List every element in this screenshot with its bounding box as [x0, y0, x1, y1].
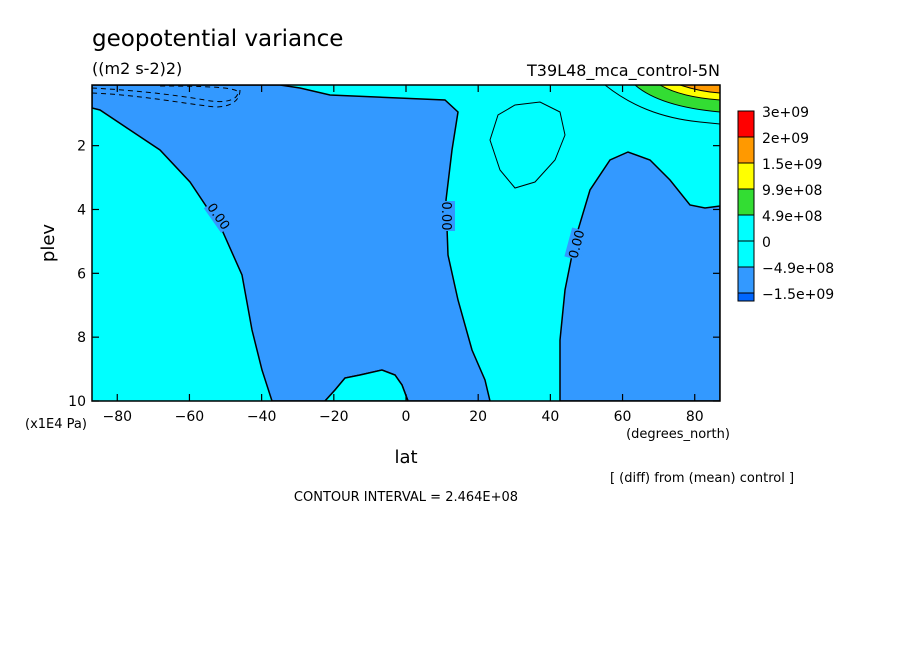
run-label: T39L48_mca_control-5N [526, 61, 720, 81]
colorbar-label: 3e+09 [762, 105, 809, 121]
x-axis-units: (degrees_north) [626, 427, 730, 442]
x-tick-label: 0 [402, 409, 411, 425]
contour-interval: CONTOUR INTERVAL = 2.464E+08 [294, 490, 518, 505]
colorbar-swatch [737, 292, 755, 302]
polar-thin-contour [604, 85, 720, 125]
contour-label-2: 0.00 [438, 202, 453, 231]
colorbar-swatch [737, 162, 755, 190]
colorbar-label: 2e+09 [762, 131, 809, 147]
chart-units: ((m2 s-2)2) [92, 59, 182, 78]
x-axis-label: lat [394, 447, 417, 468]
chart-title: geopotential variance [92, 26, 343, 52]
y-axis-label: plev [38, 224, 59, 263]
colorbar-swatch [737, 110, 755, 138]
x-tick-label: −40 [247, 409, 277, 425]
y-tick-label: 2 [77, 139, 86, 155]
polar-orange-fill [679, 85, 720, 94]
x-tick-label: 40 [541, 409, 559, 425]
colorbar-label: 1.5e+09 [762, 157, 822, 173]
y-tick-label: 10 [68, 394, 86, 410]
x-tick-label: 80 [686, 409, 704, 425]
negative-region-north [559, 151, 720, 401]
contour-label-bg-3 [564, 227, 588, 261]
contour-label-bg-1 [203, 199, 235, 233]
closed-contour-30n [489, 101, 566, 189]
x-tick-label: −60 [175, 409, 205, 425]
y-tick-label: 8 [77, 330, 86, 346]
filled-contours [92, 85, 720, 401]
colorbar-label: 9.9e+08 [762, 183, 822, 199]
y-tick-label: 6 [77, 266, 86, 282]
colorbar-swatch [737, 240, 755, 268]
x-tick-label: −20 [319, 409, 349, 425]
contour-label-3: 0.00 [566, 228, 588, 260]
colorbar-label: 0 [762, 235, 771, 251]
dashed-contour-2 [92, 89, 241, 108]
dashed-contour-1 [92, 85, 239, 103]
colorbar-swatch [737, 188, 755, 216]
x-tick-label: 60 [614, 409, 632, 425]
y-axis: 2 4 6 8 10 [68, 139, 720, 410]
colorbar-label: −1.5e+09 [762, 287, 834, 303]
colorbar-swatch [737, 136, 755, 164]
contour-label-bg-2 [439, 201, 455, 231]
y-tick-label: 4 [77, 202, 86, 218]
colorbar-swatch [737, 266, 755, 294]
x-axis: −80 −60 −40 −20 0 20 40 60 80 [102, 85, 704, 425]
colorbar-swatch [737, 214, 755, 242]
diff-note: [ (diff) from (mean) control ] [610, 471, 794, 486]
colorbar-label: 4.9e+08 [762, 209, 822, 225]
x-tick-label: 20 [469, 409, 487, 425]
x-tick-label: −80 [102, 409, 132, 425]
y-axis-units: (x1E4 Pa) [25, 417, 87, 432]
colorbar-label: −4.9e+08 [762, 261, 834, 277]
colorbar: 3e+09 2e+09 1.5e+09 9.9e+08 4.9e+08 0 −4.9e+08… [737, 105, 834, 303]
